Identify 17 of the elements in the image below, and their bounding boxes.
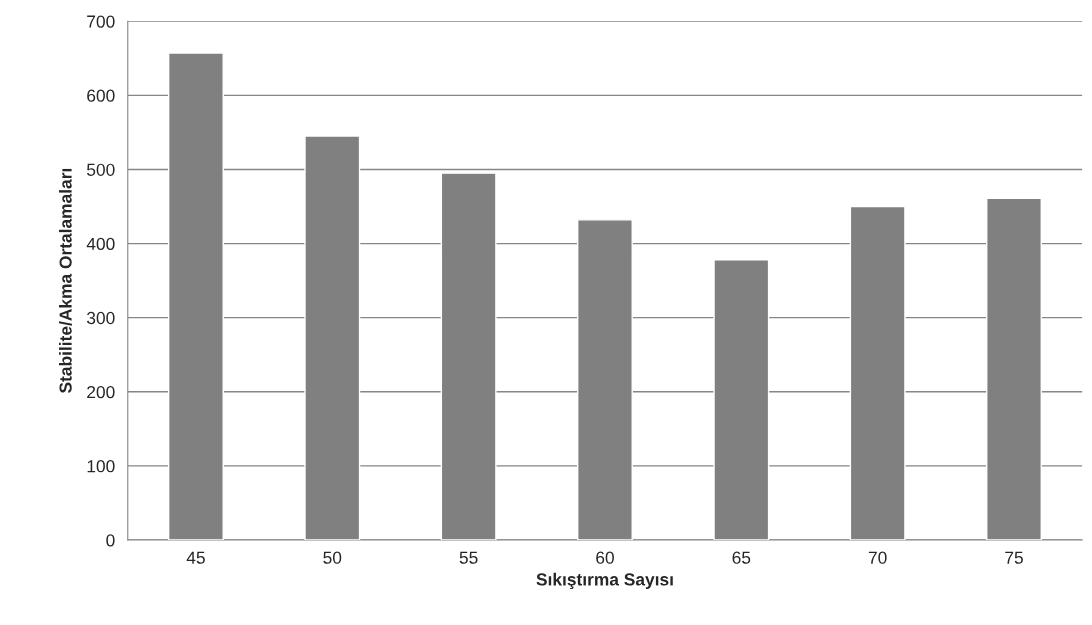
x-tick-label: 65 [732, 551, 751, 564]
y-tick-label: 400 [86, 237, 115, 251]
x-tick-label: 50 [323, 551, 342, 564]
x-tick-label: 60 [596, 551, 614, 564]
y-tick-label: 200 [87, 385, 115, 399]
x-tick-label: 45 [186, 551, 205, 564]
x-axis-title: Sıkıştırma Sayısı [536, 572, 673, 590]
y-tick-label: 700 [87, 15, 115, 28]
x-tick-label: 75 [1005, 551, 1023, 564]
y-axis-title: Stabilite/Akma Ortalamaları [59, 168, 72, 394]
y-tick-label: 500 [87, 163, 115, 176]
y-tick-label: 100 [87, 460, 115, 473]
x-tick-label: 70 [868, 551, 887, 564]
x-tick-label: 55 [459, 551, 478, 564]
y-tick-label: 0 [106, 534, 115, 547]
y-tick-label: 300 [86, 311, 115, 325]
y-tick-label: 600 [87, 89, 115, 102]
